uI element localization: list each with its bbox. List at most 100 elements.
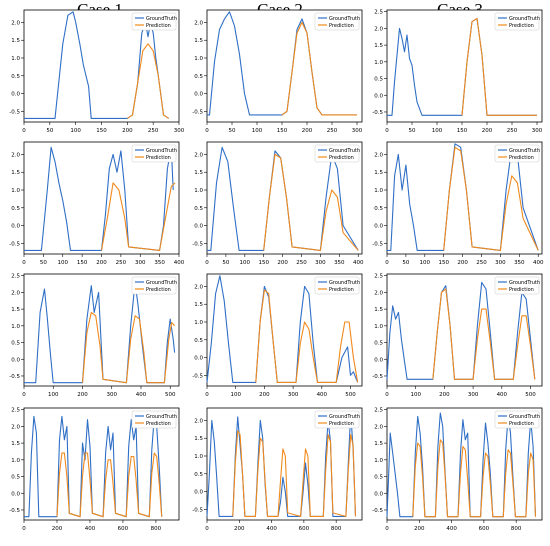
x-tick-label: 400 — [353, 260, 364, 266]
x-tick-label: 300 — [315, 260, 326, 266]
y-tick-label: 1.0 — [11, 188, 20, 194]
series-line-groundtruth — [24, 11, 170, 119]
legend-label: Prediction — [509, 23, 534, 29]
x-tick-label: 0 — [205, 526, 209, 532]
x-tick-label: 50 — [46, 128, 53, 134]
y-tick-label: 1.0 — [11, 458, 20, 464]
y-tick-label: 0.0 — [194, 224, 203, 230]
chart-panel-case3-row4: 0 200 400 600 800 -0.5 0.0 0.5 1.0 1.5 2.0 2.5 Groun… — [372, 407, 543, 532]
y-tick-label: 2.0 — [194, 418, 203, 424]
x-tick-label: 300 — [135, 260, 146, 266]
y-tick-label: 0.5 — [194, 206, 203, 212]
x-tick-label: 200 — [414, 526, 425, 532]
series-line-prediction — [432, 288, 536, 380]
legend-label: Prediction — [146, 155, 171, 161]
y-tick-label: 2.0 — [374, 424, 383, 430]
x-tick-label: 0 — [385, 392, 389, 398]
y-tick-label: 1.0 — [194, 188, 203, 194]
series-line-prediction — [443, 146, 539, 251]
chart-panel-case1-row2: 0 50 100 150 200 250 300 350 400 -0.5 0.0 0.5 1.0 1.5… — [9, 141, 185, 266]
x-tick-label: 250 — [116, 260, 127, 266]
y-tick-label: 0.5 — [374, 77, 383, 83]
x-tick-label: 100 — [48, 392, 59, 398]
y-tick-label: 2.5 — [11, 274, 20, 280]
x-tick-label: 50 — [229, 128, 236, 134]
y-tick-label: 0.0 — [11, 92, 20, 98]
y-tick-label: 0.0 — [194, 356, 203, 362]
y-tick-label: 1.5 — [11, 38, 20, 44]
y-tick-label: 1.0 — [11, 324, 20, 330]
x-tick-label: 50 — [222, 260, 229, 266]
legend-label: GroundTruth — [329, 414, 360, 420]
chart-panel-case1-row3: 0 100 200 300 400 500 -0.5 0.0 0.5 1.0 1.5 2.0 2.5 Gr… — [9, 273, 180, 398]
series-line-prediction — [56, 452, 163, 518]
x-tick-label: 200 — [439, 392, 450, 398]
chart-panel-case2-row4: 0 200 400 600 800 -0.5 0.0 0.5 1.0 1.5 2.0 GroundTr… — [192, 407, 363, 532]
x-tick-label: 300 — [352, 128, 363, 134]
y-tick-label: 0.0 — [11, 491, 20, 497]
y-tick-label: 1.0 — [194, 56, 203, 62]
y-tick-label: -0.5 — [372, 241, 383, 247]
chart-panel-case3-row2: 0 50 100 150 200 250 300 350 400 -0.5 0.0 0.5 1.0 1.5… — [372, 141, 544, 266]
y-tick-label: 0.5 — [374, 341, 383, 347]
legend-box — [131, 276, 177, 295]
x-tick-label: 200 — [259, 392, 270, 398]
x-tick-label: 250 — [327, 128, 338, 134]
legend-label: GroundTruth — [146, 414, 177, 420]
y-tick-label: 2.0 — [194, 152, 203, 158]
x-tick-label: 400 — [266, 526, 277, 532]
y-tick-label: 2.5 — [11, 408, 20, 414]
legend-label: Prediction — [146, 287, 171, 293]
legend-label: GroundTruth — [146, 16, 177, 22]
x-tick-label: 100 — [252, 128, 263, 134]
legend-label: Prediction — [329, 421, 354, 427]
legend-label: Prediction — [329, 23, 354, 29]
x-tick-label: 100 — [420, 260, 431, 266]
x-tick-label: 400 — [497, 392, 508, 398]
y-tick-label: 1.5 — [374, 307, 383, 313]
x-tick-label: 300 — [468, 392, 479, 398]
x-tick-label: 800 — [331, 526, 342, 532]
y-tick-label: 2.0 — [11, 290, 20, 296]
y-tick-label: -0.5 — [372, 110, 383, 116]
x-tick-label: 300 — [288, 392, 299, 398]
x-tick-label: 200 — [122, 128, 133, 134]
y-tick-label: 1.5 — [374, 441, 383, 447]
x-tick-label: 200 — [52, 526, 63, 532]
y-tick-label: 0.0 — [374, 357, 383, 363]
x-tick-label: 250 — [507, 128, 518, 134]
chart-panel-case2-row3: 0 100 200 300 400 500 -0.5 0.0 0.5 1.0 1.5 2.0 Groun… — [192, 273, 363, 398]
x-tick-label: 200 — [277, 260, 288, 266]
legend-box — [314, 276, 360, 295]
x-tick-label: 150 — [277, 128, 288, 134]
x-tick-label: 300 — [532, 128, 543, 134]
x-tick-label: 300 — [174, 128, 185, 134]
legend-box — [494, 276, 540, 295]
x-tick-label: 50 — [402, 260, 409, 266]
x-tick-label: 150 — [77, 260, 88, 266]
x-tick-label: 100 — [230, 392, 241, 398]
series-line-prediction — [100, 182, 176, 251]
y-tick-label: -0.5 — [9, 241, 20, 247]
x-tick-label: 400 — [317, 392, 328, 398]
y-tick-label: 0.5 — [374, 206, 383, 212]
legend-label: Prediction — [509, 287, 534, 293]
x-tick-label: 400 — [174, 260, 185, 266]
legend-box — [314, 410, 360, 429]
x-tick-label: 350 — [334, 260, 345, 266]
x-tick-label: 0 — [385, 128, 389, 134]
y-tick-label: 0.5 — [194, 338, 203, 344]
y-tick-label: 1.0 — [194, 454, 203, 460]
x-tick-label: 200 — [302, 128, 313, 134]
series-line-groundtruth — [386, 412, 537, 518]
y-tick-label: 1.5 — [374, 170, 383, 176]
y-tick-label: 1.0 — [11, 56, 20, 62]
y-tick-label: -0.5 — [9, 109, 20, 115]
y-tick-label: -0.5 — [192, 373, 203, 379]
y-tick-label: 0.5 — [11, 341, 20, 347]
y-tick-label: 2.0 — [11, 20, 20, 26]
x-tick-label: 0 — [205, 260, 209, 266]
x-tick-label: 100 — [70, 128, 81, 134]
legend-label: GroundTruth — [146, 148, 177, 154]
y-tick-label: -0.5 — [372, 508, 383, 514]
